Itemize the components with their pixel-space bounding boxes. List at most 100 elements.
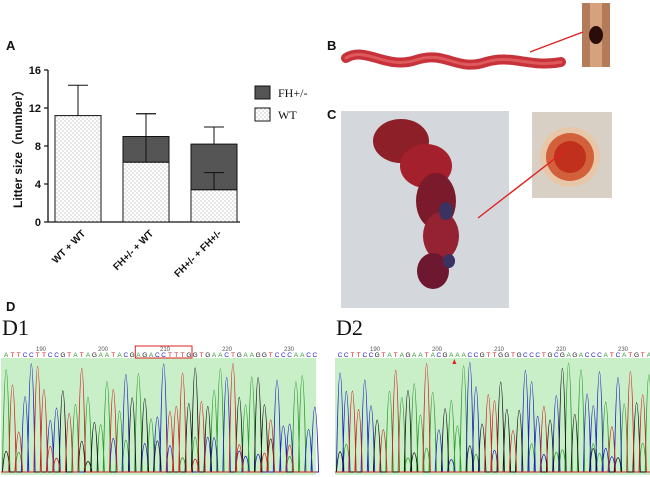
base-letter: T xyxy=(111,352,115,359)
base-letter: G xyxy=(92,352,97,359)
base-letter: T xyxy=(381,352,385,359)
base-letter: A xyxy=(579,352,584,359)
trace-t xyxy=(335,363,650,473)
base-letter: C xyxy=(123,352,128,359)
position-label: 200 xyxy=(98,347,109,353)
base-letter: C xyxy=(48,352,53,359)
base-letter: T xyxy=(199,352,203,359)
base-letter: A xyxy=(300,352,305,359)
y-tick-label: 12 xyxy=(29,103,41,115)
base-letter: G xyxy=(443,352,448,359)
base-letter: G xyxy=(634,352,639,359)
bar-wt xyxy=(54,115,102,223)
position-label: 230 xyxy=(618,347,629,353)
y-tick-label: 8 xyxy=(35,141,41,153)
base-letter: T xyxy=(493,352,497,359)
base-letter: C xyxy=(585,352,590,359)
legend-swatch xyxy=(254,85,271,100)
base-letter: G xyxy=(498,352,503,359)
position-label: 230 xyxy=(284,347,295,353)
base-letter: T xyxy=(181,352,185,359)
base-letter: C xyxy=(23,352,28,359)
trace-t xyxy=(1,363,316,473)
base-letter: T xyxy=(628,352,632,359)
base-letter: T xyxy=(486,352,490,359)
base-letter: T xyxy=(231,352,235,359)
base-letter: A xyxy=(250,352,255,359)
base-letter: T xyxy=(80,352,84,359)
bar-wt xyxy=(122,161,170,223)
base-letter: A xyxy=(117,352,122,359)
base-letter: C xyxy=(287,352,292,359)
base-letter: A xyxy=(105,352,110,359)
base-letter: A xyxy=(412,352,417,359)
base-letter: A xyxy=(4,352,9,359)
highlight-box xyxy=(134,345,193,359)
base-letter: T xyxy=(42,352,46,359)
panel-label-a: A xyxy=(6,38,16,53)
panel-label-d: D xyxy=(6,299,16,314)
legend-swatch xyxy=(254,107,271,122)
base-letter: A xyxy=(604,352,609,359)
base-letter: A xyxy=(622,352,627,359)
base-letter: T xyxy=(36,352,40,359)
base-letter: T xyxy=(350,352,354,359)
base-letter: T xyxy=(174,352,178,359)
base-letter: C xyxy=(591,352,596,359)
base-letter: A xyxy=(461,352,466,359)
base-letter: A xyxy=(455,352,460,359)
base-letter: T xyxy=(67,352,71,359)
base-letter: C xyxy=(597,352,602,359)
base-letter: A xyxy=(566,352,571,359)
base-letter: A xyxy=(212,352,217,359)
base-letter: C xyxy=(474,352,479,359)
base-letter: C xyxy=(224,352,229,359)
base-letter: T xyxy=(357,352,361,359)
bar-wt xyxy=(190,189,238,223)
tissue-photo xyxy=(341,111,509,308)
base-letter: T xyxy=(542,352,546,359)
base-letter: C xyxy=(338,352,343,359)
y-tick-label: 0 xyxy=(35,217,41,229)
trace-g xyxy=(1,367,316,473)
base-letter: A xyxy=(294,352,299,359)
base-letter: T xyxy=(269,352,273,359)
base-letter: A xyxy=(449,352,454,359)
intestine-zoom-photo xyxy=(582,3,610,67)
base-letter: T xyxy=(394,352,398,359)
base-letter: G xyxy=(504,352,509,359)
base-letter: A xyxy=(73,352,78,359)
base-letter: G xyxy=(205,352,210,359)
panel-label-b: B xyxy=(327,38,337,53)
base-letter: T xyxy=(425,352,429,359)
base-letter: C xyxy=(529,352,534,359)
base-letter: G xyxy=(548,352,553,359)
base-letter: A xyxy=(418,352,423,359)
base-letter: A xyxy=(243,352,248,359)
base-letter: C xyxy=(616,352,621,359)
y-axis-label: Litter size（number） xyxy=(10,84,25,208)
mutation-arrow xyxy=(452,359,457,364)
base-letter: A xyxy=(387,352,392,359)
base-letter: G xyxy=(60,352,65,359)
base-letter: T xyxy=(17,352,21,359)
base-letter: G xyxy=(375,352,380,359)
position-label: 190 xyxy=(370,347,381,353)
d2-label: D2 xyxy=(336,315,363,340)
position-label: 200 xyxy=(432,347,443,353)
position-label: 210 xyxy=(494,347,505,353)
base-letter: C xyxy=(344,352,349,359)
trace-c xyxy=(335,362,650,473)
base-letter: G xyxy=(572,352,577,359)
base-letter: C xyxy=(306,352,311,359)
base-letter: C xyxy=(467,352,472,359)
base-letter: A xyxy=(647,352,650,359)
panel-label-c: C xyxy=(327,107,337,122)
base-letter: A xyxy=(98,352,103,359)
base-letter: G xyxy=(186,352,191,359)
base-letter: T xyxy=(610,352,614,359)
